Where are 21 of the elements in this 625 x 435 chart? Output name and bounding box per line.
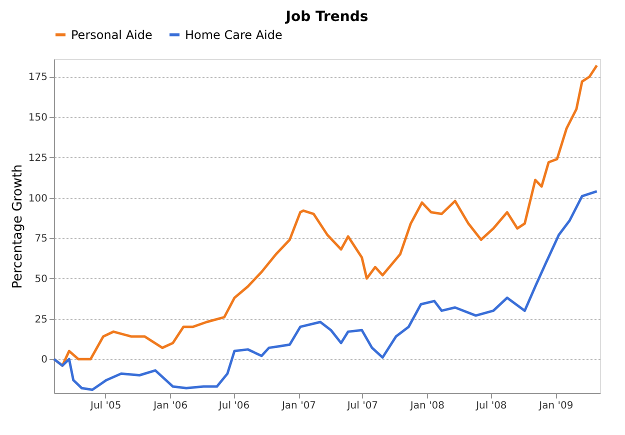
y-tick-label: 25 — [34, 314, 48, 326]
line-series — [52, 190, 598, 392]
y-tick-label: 125 — [28, 152, 48, 164]
x-tick-label: Jan '09 — [538, 400, 574, 412]
x-tick-label: Jul '07 — [346, 400, 378, 412]
y-tick-label: 0 — [41, 354, 48, 366]
x-tick-label: Jul '05 — [90, 400, 122, 412]
y-axis-title: Percentage Growth — [10, 164, 26, 289]
x-tick-label: Jan '08 — [409, 400, 444, 412]
x-tick-label: Jan '06 — [152, 400, 188, 412]
chart-title: Job Trends — [284, 9, 368, 25]
y-tick-label: 150 — [28, 112, 48, 124]
legend-label: Home Care Aide — [185, 28, 282, 42]
legend-label: Personal Aide — [71, 28, 152, 42]
x-tick-label: Jul '06 — [218, 400, 250, 412]
x-tick-label: Jul '08 — [475, 400, 507, 412]
y-tick-label: 75 — [34, 234, 48, 245]
x-tick-label: Jan '07 — [280, 400, 316, 412]
y-tick-label: 175 — [28, 72, 48, 84]
y-tick-label: 50 — [34, 274, 48, 285]
y-tick-label: 100 — [28, 193, 48, 204]
